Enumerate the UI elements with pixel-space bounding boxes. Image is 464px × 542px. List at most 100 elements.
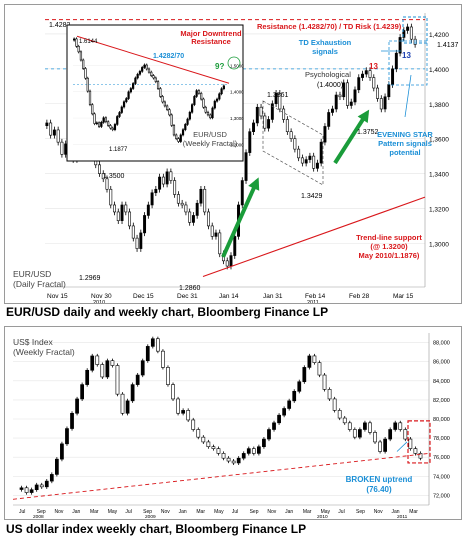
inset-candle-body bbox=[159, 88, 162, 97]
daily-fractal-label: (Daily Fractal) bbox=[13, 279, 66, 289]
dxy-candle bbox=[135, 372, 140, 387]
dxy-candle-body bbox=[181, 410, 185, 414]
dxy-candle-body bbox=[85, 369, 90, 385]
candle bbox=[240, 177, 244, 209]
candle bbox=[364, 67, 368, 78]
inset-candle bbox=[88, 89, 92, 107]
inset-candle-body bbox=[222, 85, 225, 90]
dxy-candle-body bbox=[161, 350, 165, 368]
inset-candle bbox=[77, 44, 80, 54]
candle bbox=[267, 116, 271, 132]
dxy-candles bbox=[19, 336, 423, 495]
inset-candle-body bbox=[200, 92, 203, 100]
inset-candle bbox=[184, 122, 187, 132]
y-tick-label: 80,000 bbox=[433, 417, 450, 423]
candle-body bbox=[165, 171, 169, 185]
dxy-candle-body bbox=[125, 400, 130, 414]
candle-body bbox=[387, 84, 391, 98]
dxy-candle-body bbox=[267, 429, 271, 440]
td-nine-circle bbox=[227, 56, 241, 70]
price-label: 1.3752 bbox=[357, 129, 379, 136]
inset-candle-body bbox=[118, 112, 121, 117]
candle bbox=[361, 70, 364, 81]
x-tick-label: Mar 15 bbox=[393, 293, 414, 300]
candle bbox=[52, 126, 56, 139]
dxy-candle bbox=[302, 365, 307, 384]
inset-candle-body bbox=[163, 101, 166, 107]
inset-candle-body bbox=[156, 81, 160, 89]
inset-candle bbox=[222, 84, 225, 91]
dxy-candle bbox=[251, 446, 256, 456]
inset-candle bbox=[177, 137, 180, 144]
dxy-candle-body bbox=[206, 441, 211, 448]
weekly-inset-frame bbox=[66, 24, 244, 162]
inset-candle-body bbox=[179, 134, 182, 142]
dxy-candle-body bbox=[19, 487, 24, 490]
candle-body bbox=[113, 204, 116, 213]
dxy-title: (Weekly Fractal) bbox=[13, 347, 75, 357]
x-tick-label: Mar bbox=[196, 509, 205, 515]
dxy-candle bbox=[70, 411, 74, 431]
x-tick-label: Jul bbox=[338, 509, 344, 515]
dxy-candle bbox=[34, 482, 39, 492]
dxy-candle-body bbox=[236, 457, 241, 464]
inset-candle bbox=[104, 116, 107, 124]
trendline-annotation: (@ 1.3200) bbox=[370, 242, 408, 251]
inset-candle-body bbox=[88, 90, 92, 105]
candle-body bbox=[342, 82, 346, 98]
candle bbox=[315, 159, 319, 172]
dxy-candle-body bbox=[115, 365, 120, 395]
eurusd-chart-panel: 1,4200 1,4000 1,3800 1,3600 1,3400 1,3200 1,30… bbox=[4, 4, 462, 304]
candle-body bbox=[49, 122, 53, 136]
dxy-candle bbox=[95, 353, 100, 367]
candle bbox=[180, 199, 184, 209]
candle-body bbox=[376, 87, 380, 99]
inset-candle bbox=[179, 133, 182, 144]
dxy-candle-body bbox=[337, 410, 342, 419]
candle-body bbox=[368, 70, 372, 78]
dxy-candle-body bbox=[140, 360, 145, 376]
dxy-candle-body bbox=[120, 393, 125, 414]
dxy-candle bbox=[312, 353, 317, 365]
inset-candle-body bbox=[206, 111, 210, 116]
candle-body bbox=[45, 122, 49, 126]
dxy-candle bbox=[156, 336, 160, 354]
inset-y-tick: 1,3000 bbox=[230, 116, 244, 121]
price-label: 1.2969 bbox=[79, 275, 101, 282]
candle bbox=[109, 185, 113, 209]
inset-candle-body bbox=[143, 64, 146, 68]
inset-candle bbox=[156, 80, 160, 91]
x-tick-label: Jan 14 bbox=[219, 293, 239, 300]
dxy-candle-body bbox=[75, 398, 79, 414]
dxy-candle bbox=[226, 456, 231, 464]
dxy-candle bbox=[24, 485, 29, 495]
dxy-candle-body bbox=[418, 453, 423, 459]
dxy-candle-body bbox=[49, 474, 54, 482]
candle-body bbox=[330, 108, 334, 113]
dxy-candle bbox=[322, 372, 327, 392]
weekly-fractal-label: EUR/USD bbox=[193, 130, 227, 139]
inset-candle bbox=[145, 63, 148, 71]
inset-candle-body bbox=[191, 104, 194, 113]
dxy-candle bbox=[337, 408, 342, 421]
weekly-inset: 1,5000 1,4000 1,3000 1,2000 1.6144 1.1877 1.42… bbox=[66, 24, 244, 162]
dxy-candle-body bbox=[383, 438, 387, 452]
y-tick-label: 84,000 bbox=[433, 379, 450, 385]
trendline-annotation: May 2010/1.1876) bbox=[359, 251, 420, 260]
x-tick-label: Sep bbox=[37, 509, 46, 515]
candle bbox=[278, 89, 282, 113]
inset-candle bbox=[195, 89, 198, 98]
candle-body bbox=[240, 180, 244, 206]
dxy-candle bbox=[80, 382, 84, 401]
dxy-candle-body bbox=[211, 446, 216, 449]
candle bbox=[406, 23, 410, 34]
candle bbox=[154, 185, 158, 197]
inset-candle bbox=[170, 113, 173, 127]
y-tick-label: 1,4000 bbox=[429, 67, 449, 74]
dxy-candle bbox=[120, 392, 125, 416]
inset-y-tick: 1,2000 bbox=[230, 142, 244, 147]
inset-candle-body bbox=[147, 68, 151, 73]
dxy-candle-body bbox=[176, 398, 180, 414]
inset-candle-body bbox=[197, 90, 201, 94]
dxy-candle-body bbox=[403, 429, 408, 440]
